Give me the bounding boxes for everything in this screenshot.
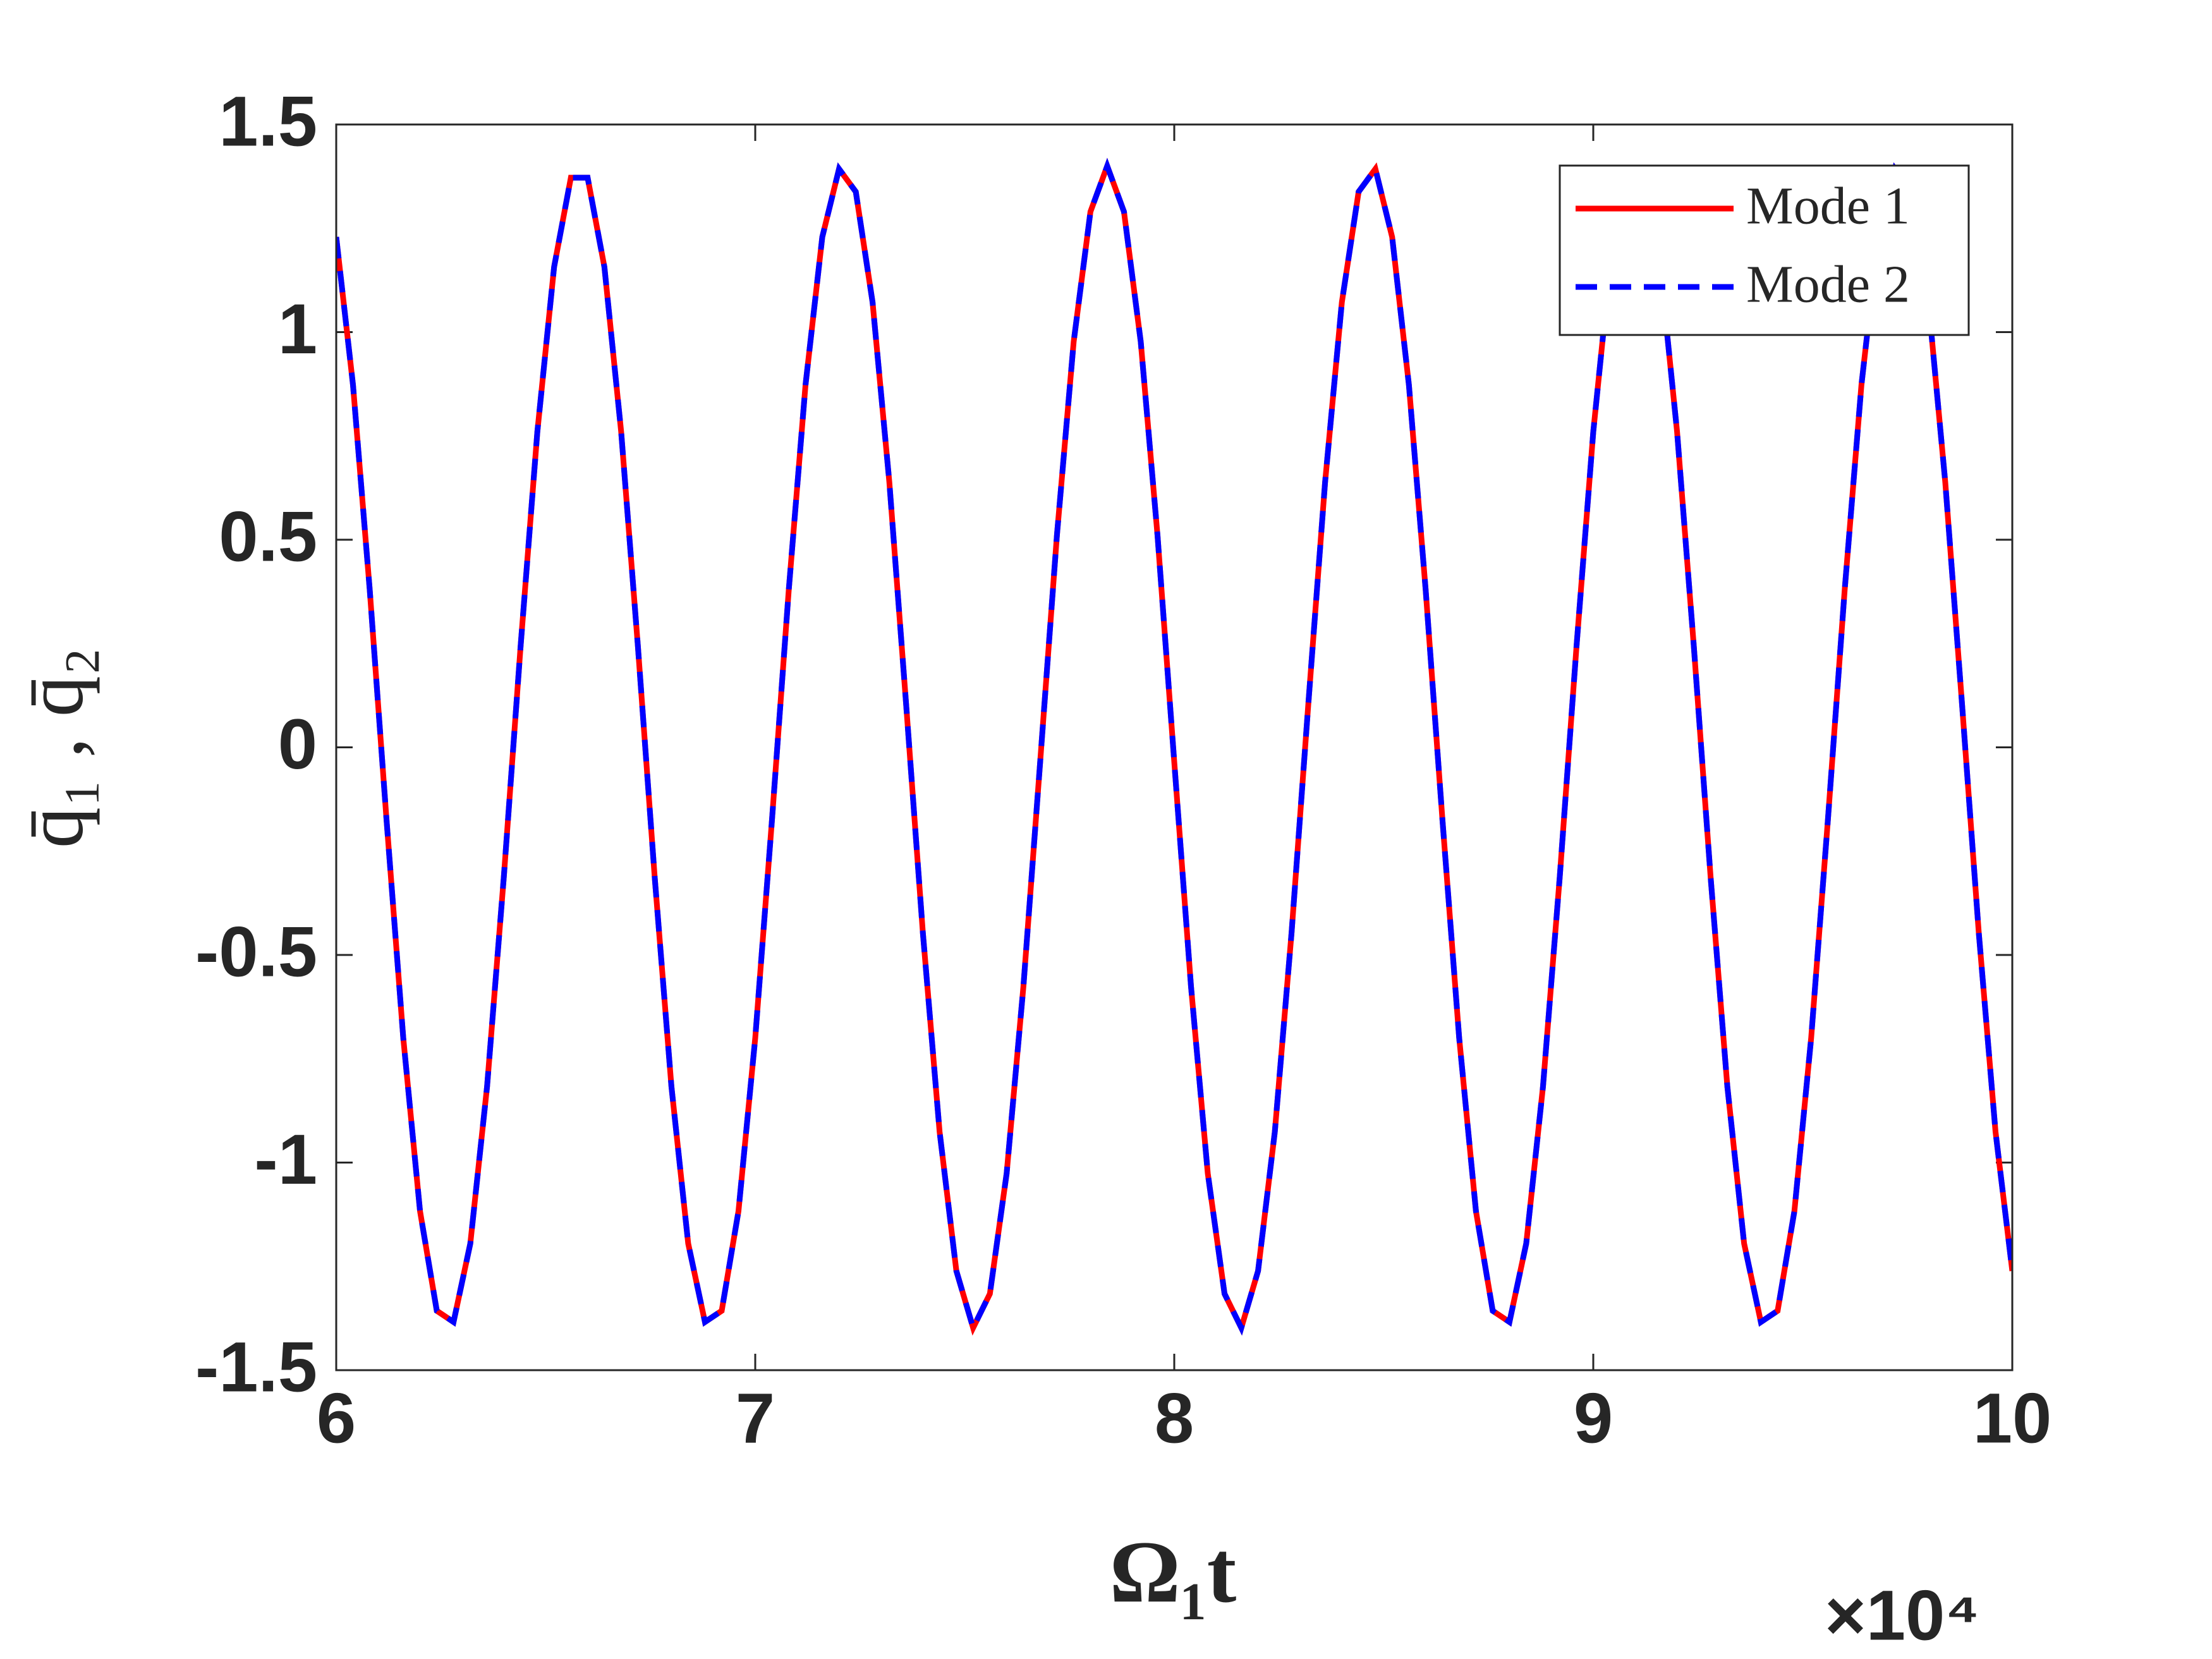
- x-tick-label: 9: [1574, 1379, 1613, 1458]
- series-line: [336, 157, 2012, 1336]
- y-tick-label: 1: [278, 289, 317, 368]
- y-tick-label: 0: [278, 705, 317, 784]
- x-tick-label: 8: [1155, 1379, 1194, 1458]
- legend-label: Mode 2: [1746, 255, 1910, 313]
- y-axis-label: q̄₁ , q̄₂: [9, 647, 100, 848]
- y-tick-label: 1.5: [219, 82, 317, 161]
- x-tick-label: 6: [317, 1379, 356, 1458]
- x-axis-label: Ω₁t: [1110, 1523, 1237, 1621]
- y-tick-label: -0.5: [195, 913, 317, 992]
- x-multiplier: ×10⁴: [1825, 1576, 1979, 1655]
- y-tick-label: -1.5: [195, 1328, 317, 1407]
- legend-box: [1559, 164, 1970, 336]
- axes-box: [335, 123, 2014, 1371]
- y-tick-label: -1: [254, 1120, 317, 1199]
- legend-label: Mode 1: [1746, 176, 1910, 235]
- x-tick-label: 7: [736, 1379, 775, 1458]
- x-tick-label: 10: [1973, 1379, 2052, 1458]
- y-tick-label: 0.5: [219, 497, 317, 576]
